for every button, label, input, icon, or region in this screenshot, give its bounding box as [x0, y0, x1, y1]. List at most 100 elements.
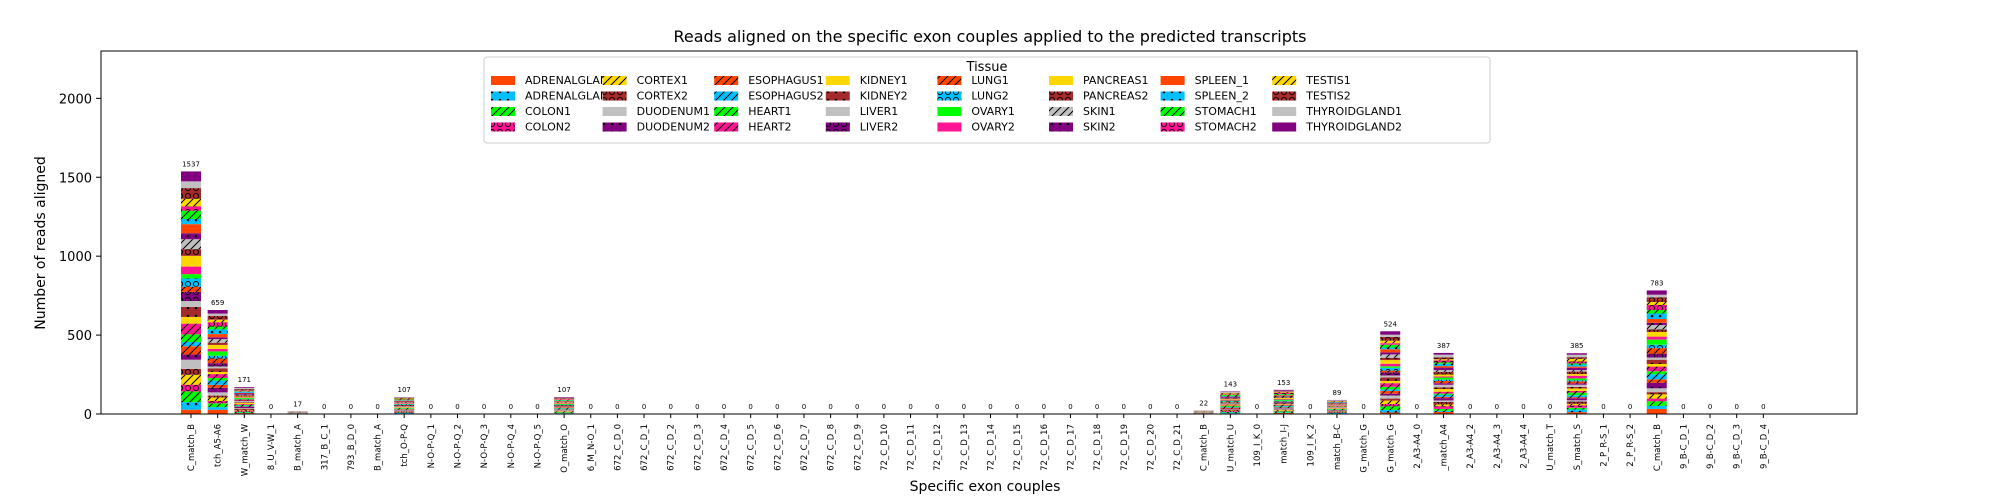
bar-segment	[1433, 406, 1454, 409]
legend-swatch	[1160, 76, 1185, 85]
bar-segment	[1433, 363, 1454, 367]
bar-segment	[554, 402, 575, 404]
bar-segment	[1273, 412, 1294, 414]
bar-group: 0	[668, 403, 672, 411]
bar-segment	[234, 405, 255, 407]
legend-label: DUODENUM1	[637, 105, 710, 118]
x-tick-label: 2_P_R-S_2	[1626, 424, 1636, 467]
bar-value-label: 0	[1468, 403, 1472, 411]
legend-swatch	[937, 91, 962, 101]
bar-segment	[1566, 400, 1587, 402]
bar-segment	[394, 407, 415, 408]
legend-label: SPLEEN_2	[1195, 90, 1249, 103]
bar-segment	[394, 410, 415, 412]
bar-segment	[234, 388, 255, 390]
legend-label: STOMACH2	[1195, 121, 1257, 134]
bar-value-label: 387	[1437, 342, 1450, 350]
bar-value-label: 524	[1384, 320, 1398, 328]
bar-segment	[1433, 384, 1454, 388]
bar-segment	[181, 274, 201, 279]
bar-value-label: 107	[398, 386, 411, 394]
bar-segment	[1380, 336, 1401, 341]
bar-segment	[1273, 404, 1294, 405]
bar-segment	[1273, 398, 1294, 400]
bar-segment	[1646, 325, 1667, 330]
legend-label: STOMACH1	[1195, 105, 1257, 118]
bar-segment	[207, 401, 228, 404]
bar-segment	[1220, 405, 1241, 407]
legend-item: TESTIS1	[1272, 74, 1351, 87]
legend-item: STOMACH2	[1160, 121, 1257, 134]
bar-segment	[207, 363, 228, 367]
y-tick-label: 2000	[59, 92, 92, 107]
axes-layer: 0 500 1000 1500 2000 C_match_B tch_A5-A6 W_matc…	[59, 50, 1858, 476]
bar-segment	[1433, 404, 1454, 407]
bar-segment	[234, 400, 255, 402]
legend-swatch	[491, 76, 515, 85]
bar-segment	[1273, 410, 1294, 412]
bar-segment	[1380, 389, 1401, 391]
bar-segment	[394, 412, 415, 414]
legend-item: LIVER1	[825, 105, 898, 118]
bar-segment	[181, 249, 201, 256]
legend-swatch	[1160, 91, 1185, 101]
x-tick-label: 672_C_D_4	[720, 424, 730, 471]
legend-label: PANCREAS2	[1083, 90, 1148, 103]
bar-segment	[1380, 366, 1401, 368]
bar-segment	[1273, 396, 1294, 398]
bar-segment	[181, 181, 201, 189]
bar-segment	[1380, 354, 1401, 358]
bar-segment	[181, 368, 201, 375]
legend-item: THYROIDGLAND1	[1272, 105, 1402, 118]
legend-swatch	[937, 107, 962, 116]
bar-group: 143	[1220, 380, 1241, 414]
x-tick-label: 72_C_D_11	[907, 424, 917, 471]
bar-value-label: 0	[988, 403, 992, 411]
bar-segment	[1433, 411, 1454, 414]
legend-item: PANCREAS2	[1049, 90, 1148, 103]
x-tick-label: 2_P_R-S_1	[1599, 424, 1609, 467]
bar-segment	[1566, 405, 1587, 408]
bar-segment	[207, 374, 228, 379]
bar-segment	[207, 407, 228, 410]
bar-segment	[1646, 366, 1667, 372]
bar-segment	[1220, 406, 1241, 408]
bar-segment	[1326, 408, 1347, 409]
x-axis-label: Specific exon couples	[910, 479, 1061, 495]
bar-value-label: 0	[375, 403, 379, 411]
bar-segment	[1380, 400, 1401, 405]
bar-value-label: 783	[1650, 279, 1663, 287]
bar-segment	[1273, 392, 1294, 393]
bar-segment	[1433, 400, 1454, 402]
bar-value-label: 385	[1570, 342, 1583, 350]
bar-value-label: 0	[642, 403, 646, 411]
bar-segment	[207, 368, 228, 372]
bar-segment	[1433, 396, 1454, 399]
legend-item: COLON2	[491, 121, 571, 134]
legend-item: ESOPHAGUS2	[714, 90, 824, 103]
legend-item: THYROIDGLAND2	[1272, 121, 1402, 134]
bar-segment	[181, 210, 201, 220]
legend-swatch	[714, 107, 739, 116]
legend-item: DUODENUM1	[602, 105, 710, 118]
x-tick-label: match_I-J	[1280, 424, 1290, 464]
bar-group: 0	[855, 403, 859, 411]
bar-segment	[207, 334, 228, 338]
bar-value-label: 0	[1761, 403, 1765, 411]
legend-item: ADRENALGLAND2	[491, 90, 624, 103]
bar-segment	[1646, 322, 1667, 326]
bar-segment	[1646, 301, 1667, 305]
y-tick-label: 500	[67, 329, 92, 344]
bar-segment	[1380, 406, 1401, 410]
legend-item: HEART2	[714, 121, 792, 134]
legend-label: SKIN2	[1083, 121, 1116, 134]
bar-segment	[1646, 379, 1667, 383]
bar-segment	[554, 409, 575, 410]
bar-segment	[1566, 395, 1587, 398]
bar-segment	[207, 371, 228, 375]
bar-segment	[234, 387, 255, 388]
x-tick-label: 317_B_C_1	[320, 424, 330, 470]
bar-group: 22	[1193, 400, 1214, 414]
bar-segment	[1566, 371, 1587, 375]
bar-segment	[394, 401, 415, 402]
